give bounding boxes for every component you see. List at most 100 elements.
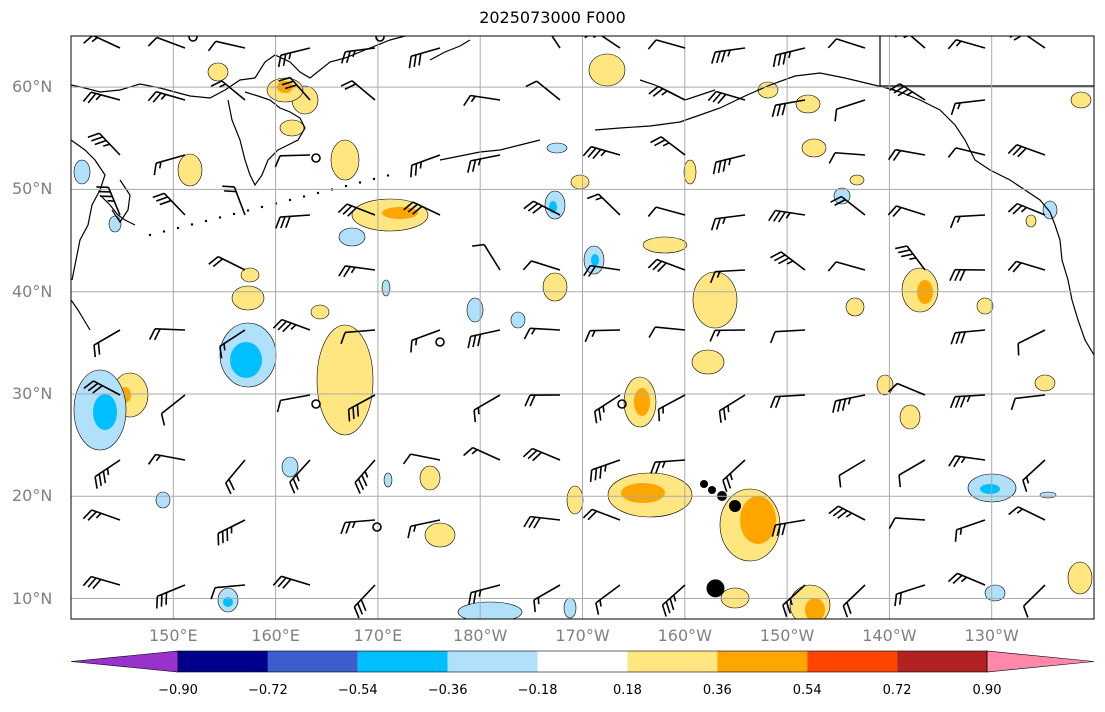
wind-barb: [542, 36, 561, 49]
island: [316, 191, 320, 195]
positive-anomaly-area: [570, 174, 590, 190]
positive-anomaly-area: [849, 174, 865, 186]
wind-barb: [712, 154, 746, 175]
negative-anomaly-area: [383, 472, 393, 488]
wind-barb: [83, 380, 121, 396]
wind-barb: [707, 90, 746, 104]
wind-barb: [895, 245, 926, 271]
wind-barb: [657, 394, 686, 422]
negative-anomaly-area: [381, 279, 391, 297]
wind-barb: [473, 394, 501, 423]
wind-barb: [838, 459, 866, 488]
negative-anomaly-area: [155, 491, 171, 509]
positive-anomaly-area: [642, 236, 688, 254]
colorbar-segment: [447, 651, 538, 672]
positive-anomaly-area: [720, 587, 750, 609]
wind-barb: [82, 91, 121, 104]
wind-barb: [147, 90, 186, 103]
wind-barb: [770, 251, 806, 271]
wind-barb: [338, 265, 376, 278]
negative-anomaly-area: [1039, 491, 1057, 499]
wind-barb: [889, 83, 926, 101]
wind-barb: [768, 209, 806, 223]
island: [729, 500, 741, 512]
negative-anomaly-area: [591, 254, 599, 266]
positive-anomaly-area: [240, 267, 260, 283]
coastline: [71, 139, 106, 281]
wind-barb: [403, 201, 441, 216]
wind-barb: [467, 154, 501, 173]
wind-barb: [772, 47, 806, 68]
positive-anomaly-area: [382, 207, 418, 219]
colorbar-tick-label: −0.90: [158, 683, 198, 698]
wind-barb: [711, 47, 746, 64]
positive-anomaly-area: [279, 119, 305, 137]
wind-barb: [828, 505, 866, 521]
calm-wind-circle: [311, 153, 321, 163]
coastline: [227, 91, 306, 187]
wind-barb: [407, 519, 441, 539]
colorbar-tick-label: −0.72: [247, 683, 288, 698]
wind-barb: [1007, 144, 1046, 158]
wind-barb: [771, 99, 806, 118]
wind-barb: [594, 394, 621, 424]
colorbar-tick-label: −0.36: [427, 683, 468, 698]
wind-barb: [894, 584, 926, 607]
wind-barb: [948, 455, 986, 468]
island: [218, 216, 222, 219]
coastline: [879, 85, 1094, 356]
wind-barb: [661, 584, 686, 617]
wind-barb: [410, 329, 441, 353]
calm-wind-circle: [372, 522, 382, 532]
wind-barb: [947, 572, 986, 586]
wind-barb: [888, 517, 926, 529]
negative-anomaly-area: [108, 215, 122, 233]
colorbar-segment: [897, 651, 987, 672]
negative-anomaly-area: [457, 601, 523, 619]
wind-barb: [156, 584, 186, 609]
wind-barb: [94, 459, 121, 489]
island: [700, 480, 708, 488]
wind-barb: [832, 394, 866, 413]
wind-barb: [340, 80, 376, 101]
wind-barb: [82, 575, 121, 590]
lon-label: 140°W: [862, 626, 917, 645]
island: [190, 223, 194, 226]
wind-barb: [153, 154, 186, 176]
positive-anomaly-area: [740, 496, 776, 544]
wind-barb: [147, 453, 186, 465]
positive-anomaly-area: [1067, 561, 1093, 595]
wind-barb: [354, 459, 376, 494]
wind-barb: [402, 453, 441, 465]
wind-barb: [830, 195, 866, 216]
negative-anomaly-area: [1042, 200, 1058, 220]
calm-wind-circle: [617, 399, 627, 409]
lon-label: 170°E: [353, 626, 403, 645]
wind-barb: [887, 205, 926, 217]
wind-barb: [722, 459, 746, 493]
positive-anomaly-area: [634, 388, 650, 416]
wind-barb: [647, 206, 686, 217]
positive-anomaly-area: [316, 324, 374, 436]
wind-barb: [219, 329, 246, 359]
positive-anomaly-area: [1034, 374, 1056, 392]
island: [148, 233, 152, 237]
colorbar-tick-label: 0.90: [972, 683, 1002, 698]
wind-barb: [1022, 459, 1046, 492]
wind-barb: [224, 459, 246, 495]
wind-barb: [842, 584, 866, 618]
wind-barb: [210, 80, 246, 101]
wind-barb: [160, 394, 186, 426]
wind-barb: [222, 185, 246, 216]
lat-label: 10°N: [12, 588, 53, 608]
colorbar-extend-max: [986, 650, 1095, 673]
wind-barb: [887, 382, 926, 396]
colorbar-tick-label: 0.54: [792, 683, 822, 698]
island: [162, 230, 166, 233]
wind-barb: [523, 327, 561, 340]
wind-barb: [582, 508, 621, 521]
wind-barb: [1007, 260, 1046, 273]
positive-anomaly-area: [1070, 91, 1092, 109]
lat-label: 60°N: [12, 77, 53, 97]
wind-barb: [274, 154, 311, 168]
